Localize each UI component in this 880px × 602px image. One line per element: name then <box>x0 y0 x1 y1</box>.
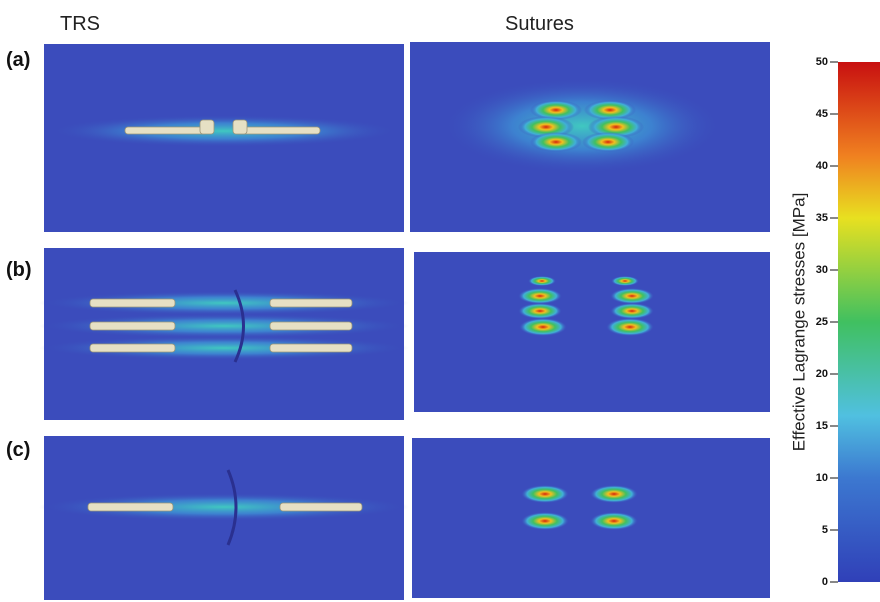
row-label: (b) <box>6 259 32 281</box>
tick-label: 40 <box>816 160 828 172</box>
tick-label: 25 <box>816 316 828 328</box>
row-label: (a) <box>6 49 30 71</box>
panel <box>410 42 770 232</box>
column-title: TRS <box>60 13 100 35</box>
colorbar <box>838 62 880 582</box>
tick-label: 35 <box>816 212 828 224</box>
tick-label: 30 <box>816 264 828 276</box>
tick-label: 0 <box>822 576 828 588</box>
column-title: Sutures <box>505 13 574 35</box>
panel <box>412 438 770 598</box>
colorbar-label: Effective Lagrange stresses [MPa] <box>789 193 808 452</box>
tick-label: 50 <box>816 56 828 68</box>
panel <box>44 44 404 232</box>
row-label: (c) <box>6 439 30 461</box>
figure: TRS Sutures (a) (b) (c) Effective Lagran… <box>0 0 880 602</box>
panel <box>414 252 770 412</box>
tick-label: 5 <box>822 524 828 536</box>
panel <box>39 248 409 420</box>
colorbar-ticks: 0 5 10 15 20 25 30 35 40 45 50 <box>816 56 838 588</box>
tick-label: 45 <box>816 108 828 120</box>
tick-label: 10 <box>816 472 828 484</box>
tick-label: 15 <box>816 420 828 432</box>
panel <box>39 436 409 600</box>
tick-label: 20 <box>816 368 828 380</box>
